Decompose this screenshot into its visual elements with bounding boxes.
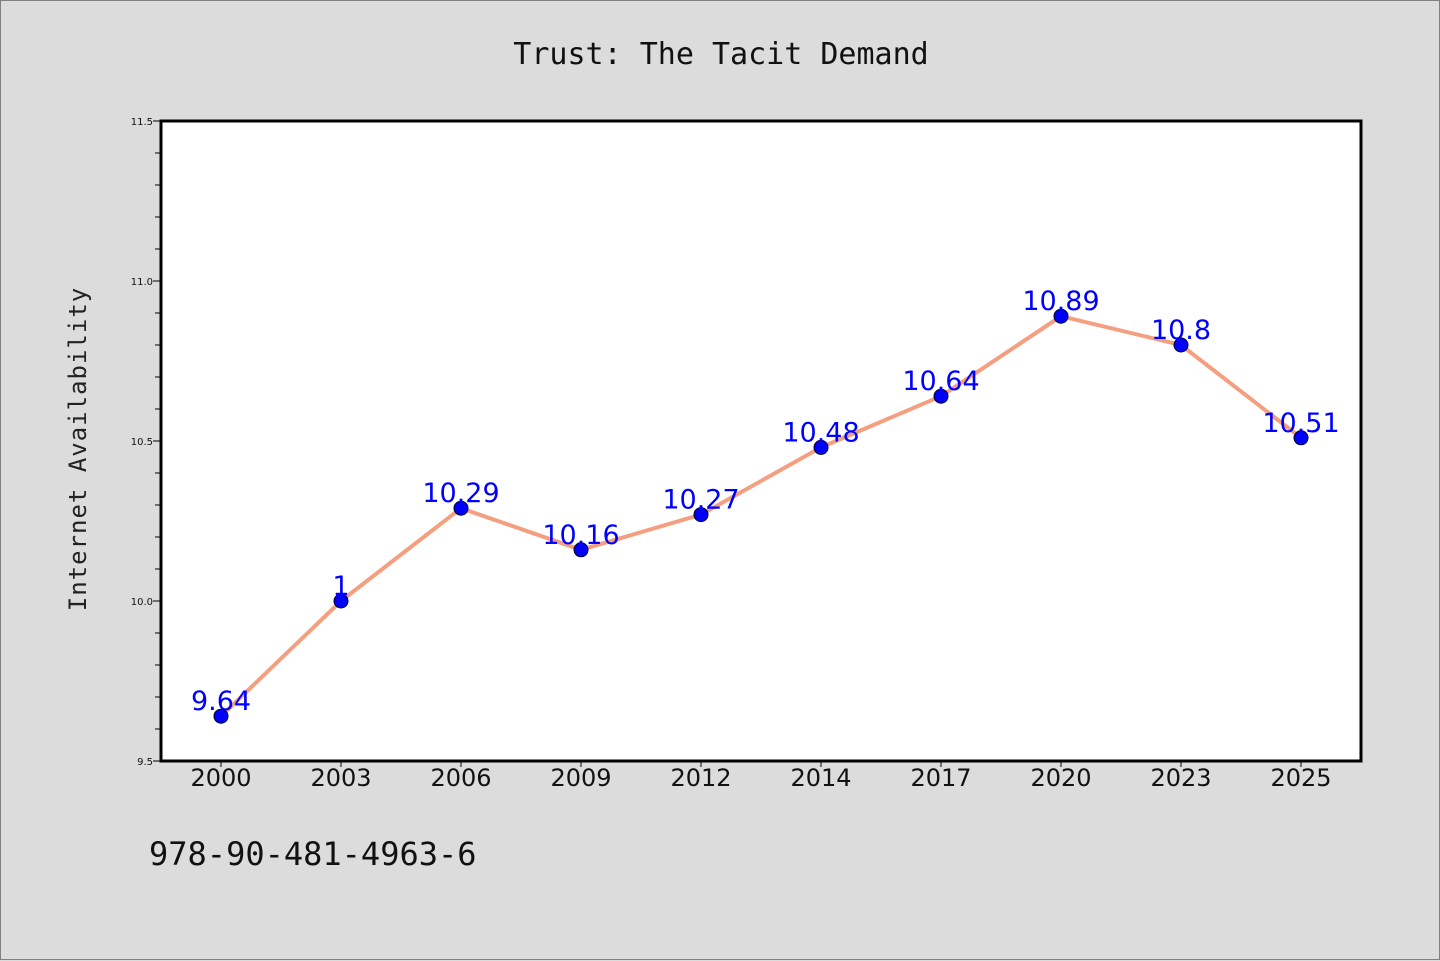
data-point	[693, 507, 709, 523]
data-label: 9.64	[191, 686, 251, 717]
data-label: 1	[332, 571, 349, 602]
marks-layer: 9.5 10.0 10.5 11.0 11.5 2000 2003 2006 2009 2012 2…	[131, 117, 1340, 792]
data-label: 10.29	[422, 478, 499, 509]
data-point	[213, 708, 229, 724]
data-point	[933, 388, 949, 404]
x-tick-label: 2003	[310, 764, 371, 792]
x-tick-label: 2025	[1270, 764, 1331, 792]
y-axis-label: Internet Availability	[64, 287, 92, 611]
data-point	[333, 593, 349, 609]
x-tick-label: 2014	[790, 764, 851, 792]
y-tick-label: 11.0	[131, 277, 153, 288]
data-label: 10.16	[542, 520, 619, 551]
isbn-text: 978-90-481-4963-6	[149, 835, 477, 873]
data-label: 10.64	[902, 366, 979, 397]
data-point	[813, 439, 829, 455]
x-tick-label: 2023	[1150, 764, 1211, 792]
y-tick-label: 10.0	[131, 597, 153, 608]
y-tick-label: 9.5	[137, 757, 153, 768]
data-label: 10.8	[1151, 315, 1211, 346]
x-tick-label: 2006	[430, 764, 491, 792]
data-label: 10.48	[782, 417, 859, 448]
y-tick-label: 10.5	[131, 437, 153, 448]
y-tick-label: 11.5	[131, 117, 153, 128]
data-point	[573, 542, 589, 558]
x-tick-label: 2017	[910, 764, 971, 792]
chart-title: Trust: The Tacit Demand	[513, 37, 928, 72]
x-tick-label: 2000	[190, 764, 251, 792]
series-line	[219, 314, 1303, 719]
data-point	[453, 500, 469, 516]
plot-border	[159, 119, 1363, 763]
data-point	[1293, 430, 1309, 446]
data-label: 10.89	[1022, 286, 1099, 317]
data-label: 10.51	[1262, 408, 1339, 439]
data-point	[1173, 337, 1189, 353]
x-tick-label: 2012	[670, 764, 731, 792]
data-label: 10.27	[662, 485, 739, 516]
data-point	[1053, 308, 1069, 324]
x-tick-label: 2020	[1030, 764, 1091, 792]
x-tick-label: 2009	[550, 764, 611, 792]
plot-area	[161, 121, 1361, 761]
